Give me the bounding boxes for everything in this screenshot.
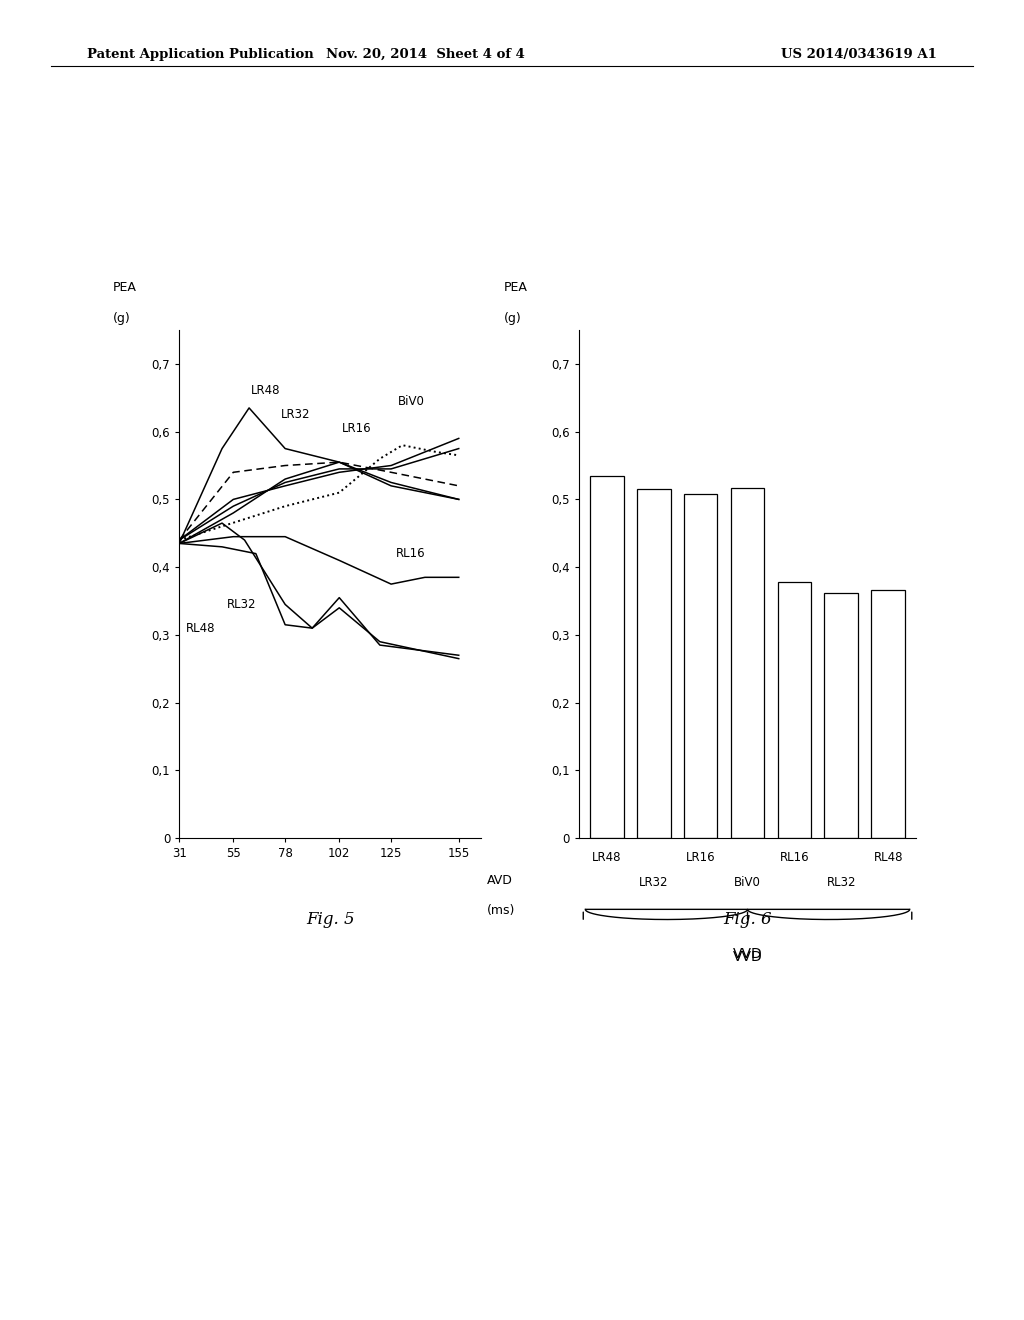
Text: Nov. 20, 2014  Sheet 4 of 4: Nov. 20, 2014 Sheet 4 of 4 — [326, 48, 524, 61]
Text: VVD: VVD — [732, 950, 763, 964]
Text: BiV0: BiV0 — [734, 876, 761, 890]
Bar — [637, 490, 671, 838]
Text: PEA: PEA — [113, 281, 136, 294]
Text: PEA: PEA — [504, 281, 528, 294]
Text: RL32: RL32 — [826, 876, 856, 890]
Bar — [684, 494, 718, 838]
Text: (g): (g) — [504, 312, 522, 325]
Bar — [777, 582, 811, 838]
Text: RL48: RL48 — [873, 851, 903, 863]
Text: AVD: AVD — [487, 874, 513, 887]
Text: (g): (g) — [113, 312, 130, 325]
Bar — [824, 593, 858, 838]
Text: Fig. 5: Fig. 5 — [306, 911, 354, 928]
Text: RL16: RL16 — [779, 851, 809, 863]
Text: BiV0: BiV0 — [398, 395, 425, 408]
Bar — [730, 488, 764, 838]
Text: US 2014/0343619 A1: US 2014/0343619 A1 — [781, 48, 937, 61]
Text: RL48: RL48 — [186, 622, 215, 635]
Text: LR32: LR32 — [639, 876, 669, 890]
Text: LR16: LR16 — [342, 421, 371, 434]
Text: LR16: LR16 — [686, 851, 716, 863]
Text: (ms): (ms) — [487, 904, 516, 917]
Bar — [871, 590, 905, 838]
Text: VVD: VVD — [732, 948, 763, 961]
Text: RL32: RL32 — [226, 598, 256, 611]
Text: LR48: LR48 — [251, 384, 281, 397]
Bar — [590, 475, 624, 838]
Text: Patent Application Publication: Patent Application Publication — [87, 48, 313, 61]
Text: RL16: RL16 — [395, 546, 425, 560]
Text: LR32: LR32 — [281, 408, 310, 421]
Text: Fig. 6: Fig. 6 — [723, 911, 772, 928]
Text: LR48: LR48 — [592, 851, 622, 863]
